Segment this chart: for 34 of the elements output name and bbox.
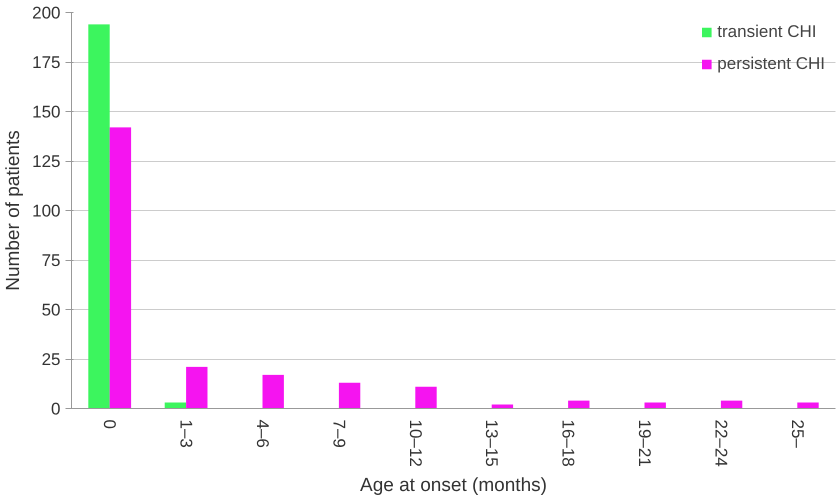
y-axis-title: Number of patients — [3, 130, 24, 291]
x-tick-label: 19–21 — [635, 420, 654, 467]
y-tick-label: 125 — [32, 152, 61, 171]
y-tick-label: 0 — [51, 400, 61, 418]
bar — [568, 400, 590, 408]
bar — [186, 366, 208, 408]
x-tick-label: 1–3 — [176, 420, 196, 448]
bar — [164, 402, 186, 408]
x-tick-label: 16–18 — [558, 420, 578, 467]
x-tick-label: 25– — [788, 420, 807, 448]
y-tick-label: 25 — [42, 350, 61, 369]
bar — [262, 374, 284, 408]
y-tick-label: 75 — [42, 251, 61, 270]
bar — [110, 127, 132, 408]
bar — [88, 24, 110, 408]
y-tick-label: 100 — [32, 202, 61, 220]
bar — [338, 382, 360, 408]
y-tick-label: 50 — [42, 300, 61, 320]
x-tick-label: 22–24 — [711, 420, 730, 467]
y-tick-label: 175 — [32, 53, 61, 72]
legend-label: persistent CHI — [717, 54, 825, 74]
y-tick-label: 200 — [32, 4, 61, 22]
x-axis-title: Age at onset (months) — [360, 474, 547, 496]
bar — [644, 402, 666, 408]
x-tick-label: 0 — [100, 420, 120, 429]
x-tick-label: 4–6 — [253, 420, 272, 448]
legend-label: transient CHI — [717, 22, 816, 42]
y-tick-label: 150 — [32, 102, 61, 122]
x-tick-label: 13–15 — [482, 420, 502, 467]
bar — [797, 402, 819, 408]
x-tick-label: 10–12 — [406, 420, 425, 467]
x-tick-label: 7–9 — [329, 420, 348, 448]
bar — [415, 386, 437, 408]
bar — [720, 400, 742, 408]
